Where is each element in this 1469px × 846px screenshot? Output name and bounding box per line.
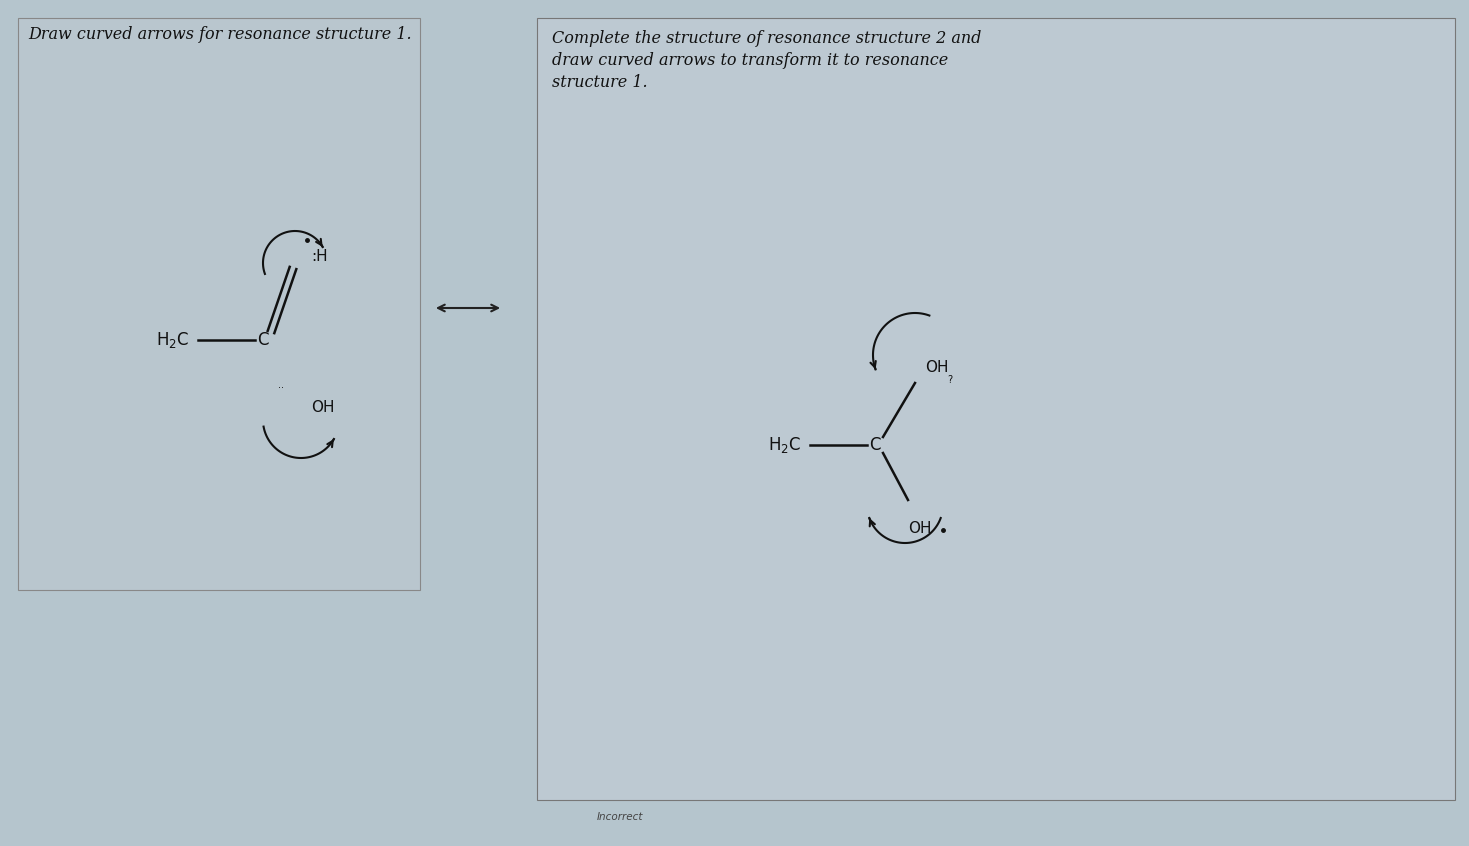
- Text: draw curved arrows to transform it to resonance: draw curved arrows to transform it to re…: [552, 52, 949, 69]
- Text: Incorrect: Incorrect: [596, 812, 643, 822]
- Text: structure 1.: structure 1.: [552, 74, 648, 91]
- Text: OH: OH: [925, 360, 949, 375]
- Text: ..: ..: [278, 380, 284, 390]
- Text: OH: OH: [908, 520, 931, 536]
- Text: :H: :H: [311, 249, 328, 263]
- Text: OH: OH: [311, 399, 335, 415]
- Text: Complete the structure of resonance structure 2 and: Complete the structure of resonance stru…: [552, 30, 981, 47]
- Bar: [18, 18, 420, 590]
- Text: H$_2$C: H$_2$C: [156, 330, 190, 350]
- Text: C: C: [257, 331, 269, 349]
- Text: Draw curved arrows for resonance structure 1.: Draw curved arrows for resonance structu…: [28, 26, 411, 43]
- Text: C: C: [870, 436, 881, 454]
- Bar: [538, 18, 1454, 800]
- Text: ?: ?: [948, 375, 952, 385]
- Text: H$_2$C: H$_2$C: [768, 435, 802, 455]
